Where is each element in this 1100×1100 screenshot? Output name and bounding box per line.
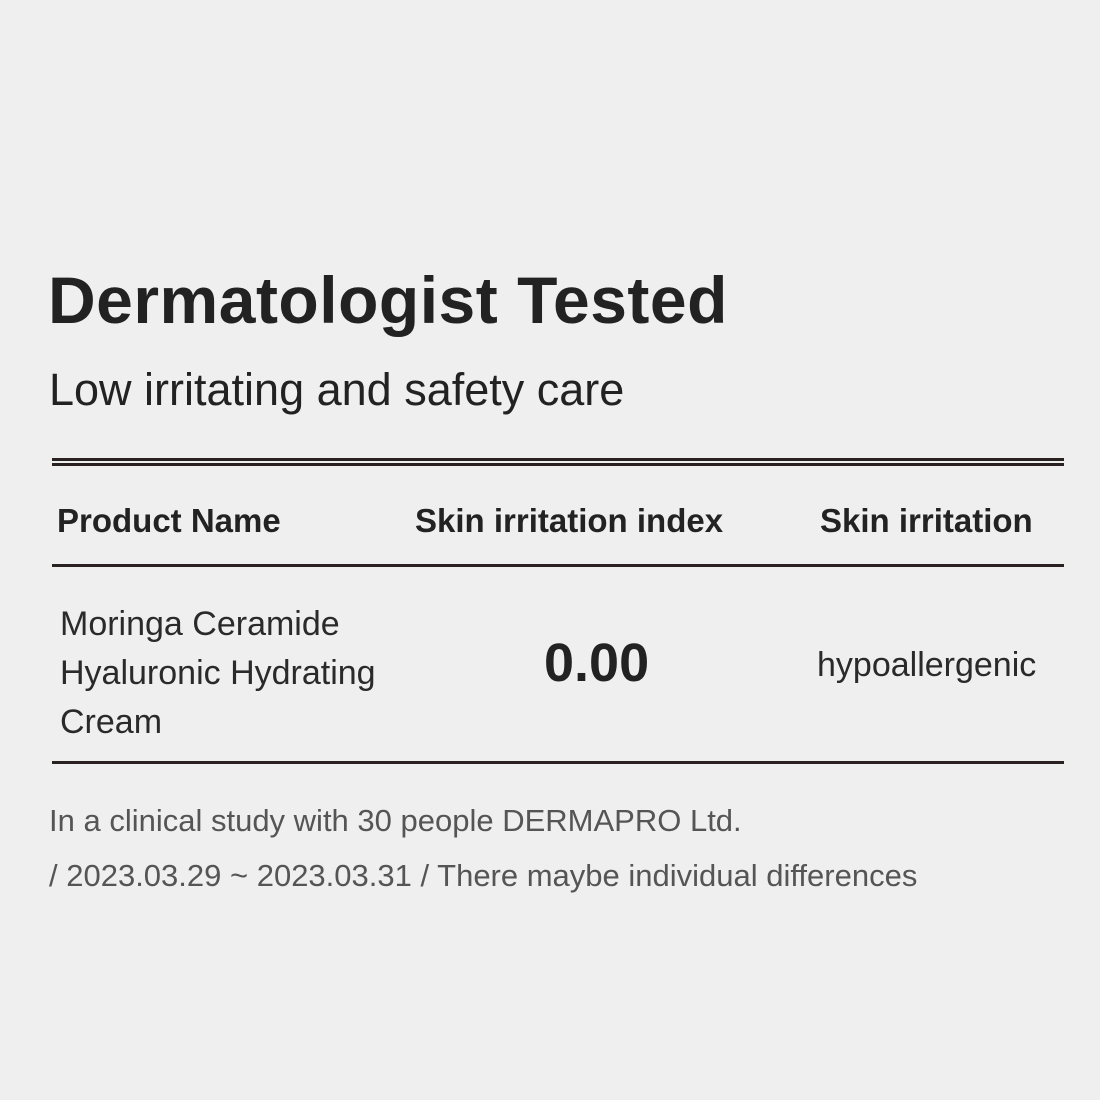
product-name-line-1: Moringa Ceramide bbox=[60, 605, 340, 643]
header-rule bbox=[52, 564, 1064, 567]
study-dates-note: / 2023.03.29 ~ 2023.03.31 / There maybe … bbox=[49, 858, 918, 893]
irritation-result: hypoallergenic bbox=[817, 646, 1037, 684]
page-subtitle: Low irritating and safety care bbox=[49, 364, 625, 415]
product-name-line-3: Cream bbox=[60, 703, 163, 741]
header-product-name: Product Name bbox=[57, 502, 281, 539]
page-title: Dermatologist Tested bbox=[48, 263, 728, 337]
table-top-rule bbox=[52, 458, 1064, 461]
table-bottom-rule bbox=[52, 761, 1064, 764]
header-skin-irritation-index: Skin irritation index bbox=[415, 502, 724, 539]
product-name-line-2: Hyaluronic Hydrating bbox=[60, 654, 376, 692]
irritation-index-value: 0.00 bbox=[544, 633, 650, 693]
study-note: In a clinical study with 30 people DERMA… bbox=[49, 803, 742, 838]
table-top-rule-inner bbox=[52, 463, 1064, 466]
header-skin-irritation: Skin irritation bbox=[820, 502, 1033, 539]
